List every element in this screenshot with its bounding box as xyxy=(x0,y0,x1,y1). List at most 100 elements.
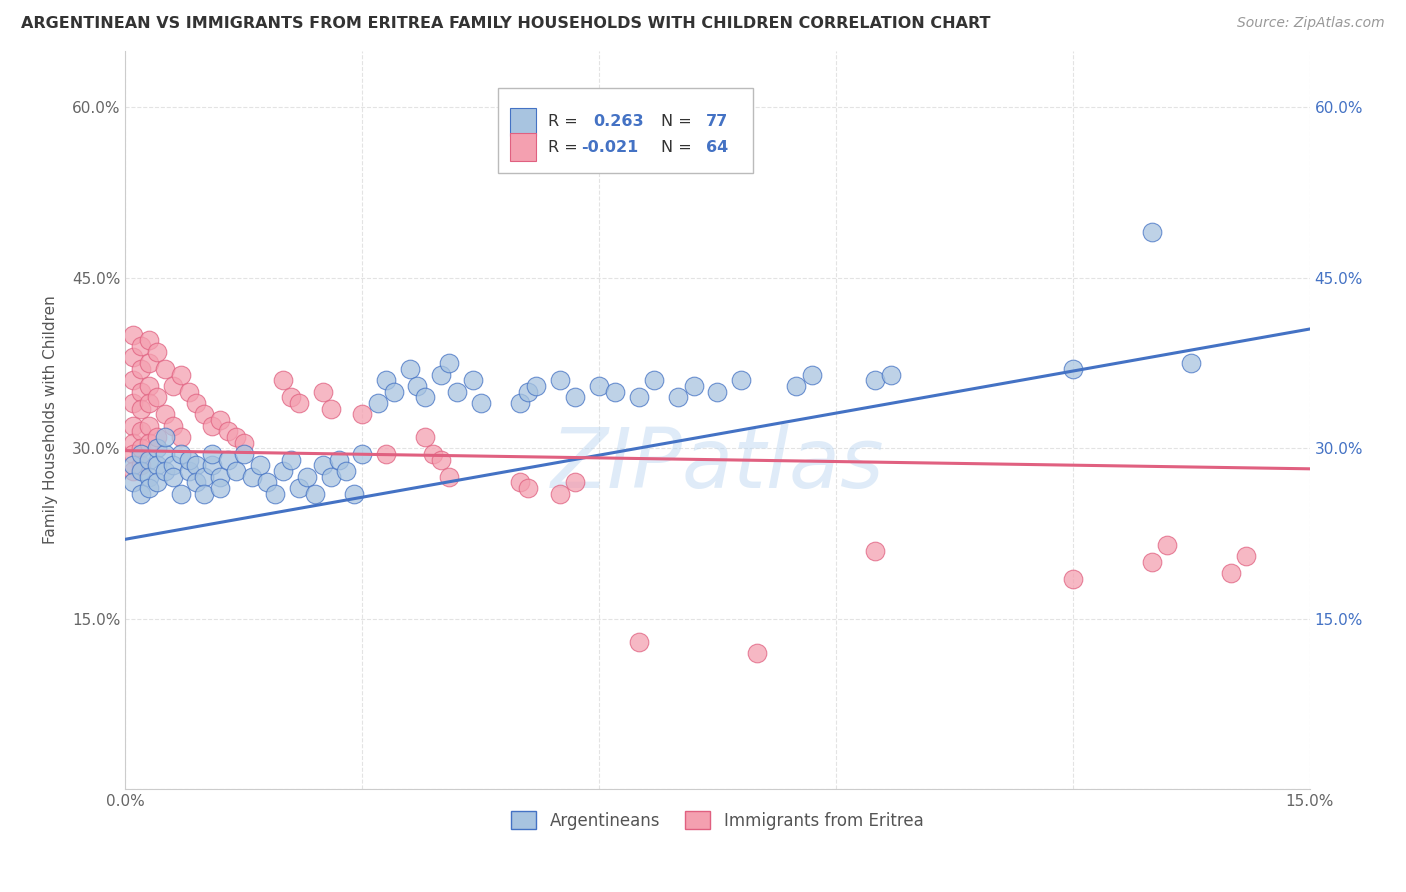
Point xyxy=(177,464,200,478)
Point xyxy=(312,458,335,473)
Point xyxy=(374,373,396,387)
Point xyxy=(564,475,586,490)
Point xyxy=(785,379,807,393)
Point xyxy=(122,351,145,365)
Point xyxy=(146,458,169,473)
Point xyxy=(1140,555,1163,569)
Point xyxy=(415,430,437,444)
Point xyxy=(352,407,374,421)
Point xyxy=(564,390,586,404)
Point xyxy=(232,435,254,450)
Point xyxy=(146,344,169,359)
Point xyxy=(1062,361,1084,376)
Point xyxy=(280,390,302,404)
Point xyxy=(138,435,160,450)
Text: R =: R = xyxy=(548,114,583,129)
Point xyxy=(517,384,540,399)
Point xyxy=(319,469,342,483)
Point xyxy=(446,384,468,399)
Point xyxy=(201,458,224,473)
Point xyxy=(225,464,247,478)
Point xyxy=(1062,572,1084,586)
Point xyxy=(280,452,302,467)
Point xyxy=(177,384,200,399)
Point xyxy=(304,487,326,501)
Point xyxy=(328,452,350,467)
Point xyxy=(122,435,145,450)
Point xyxy=(138,452,160,467)
Point xyxy=(209,469,232,483)
Point xyxy=(643,373,665,387)
Point xyxy=(169,487,191,501)
Point xyxy=(153,361,176,376)
Point xyxy=(122,464,145,478)
Point xyxy=(470,396,492,410)
Point xyxy=(129,487,152,501)
Point xyxy=(169,368,191,382)
Point xyxy=(271,373,294,387)
Point xyxy=(122,447,145,461)
Point xyxy=(209,413,232,427)
Point xyxy=(343,487,366,501)
Point xyxy=(129,361,152,376)
Point xyxy=(256,475,278,490)
Point xyxy=(162,469,184,483)
Point xyxy=(122,418,145,433)
Point xyxy=(240,469,263,483)
Point xyxy=(865,543,887,558)
Point xyxy=(382,384,405,399)
FancyBboxPatch shape xyxy=(510,108,536,136)
Point xyxy=(209,481,232,495)
Point xyxy=(422,447,444,461)
Point xyxy=(153,464,176,478)
Point xyxy=(225,430,247,444)
Point xyxy=(367,396,389,410)
Point xyxy=(430,452,453,467)
Point xyxy=(217,425,239,439)
Point xyxy=(588,379,610,393)
Point xyxy=(122,373,145,387)
Point xyxy=(129,339,152,353)
Point xyxy=(548,487,571,501)
Point xyxy=(335,464,357,478)
Point xyxy=(186,396,208,410)
Point xyxy=(288,396,311,410)
Point xyxy=(122,327,145,342)
Text: 77: 77 xyxy=(706,114,728,129)
Point xyxy=(603,384,626,399)
Point xyxy=(129,384,152,399)
Point xyxy=(801,368,824,382)
Point xyxy=(129,458,152,473)
Point xyxy=(437,469,460,483)
Point xyxy=(129,447,152,461)
Point xyxy=(186,458,208,473)
Point xyxy=(153,447,176,461)
Point xyxy=(406,379,429,393)
Point xyxy=(548,373,571,387)
Point xyxy=(129,442,152,456)
Point xyxy=(193,407,215,421)
Point xyxy=(312,384,335,399)
Point xyxy=(517,481,540,495)
Point xyxy=(1156,538,1178,552)
Point xyxy=(415,390,437,404)
Point xyxy=(122,475,145,490)
Point xyxy=(122,396,145,410)
FancyBboxPatch shape xyxy=(498,87,754,172)
Point xyxy=(129,464,152,478)
Text: R =: R = xyxy=(548,140,583,155)
Point xyxy=(193,487,215,501)
Point xyxy=(138,418,160,433)
Point xyxy=(1234,549,1257,564)
Point xyxy=(288,481,311,495)
Point xyxy=(146,442,169,456)
FancyBboxPatch shape xyxy=(510,134,536,161)
Point xyxy=(129,401,152,416)
Point xyxy=(865,373,887,387)
Legend: Argentineans, Immigrants from Eritrea: Argentineans, Immigrants from Eritrea xyxy=(505,805,931,837)
Point xyxy=(122,458,145,473)
Point xyxy=(706,384,728,399)
Point xyxy=(153,430,176,444)
Point xyxy=(138,379,160,393)
Point xyxy=(201,418,224,433)
